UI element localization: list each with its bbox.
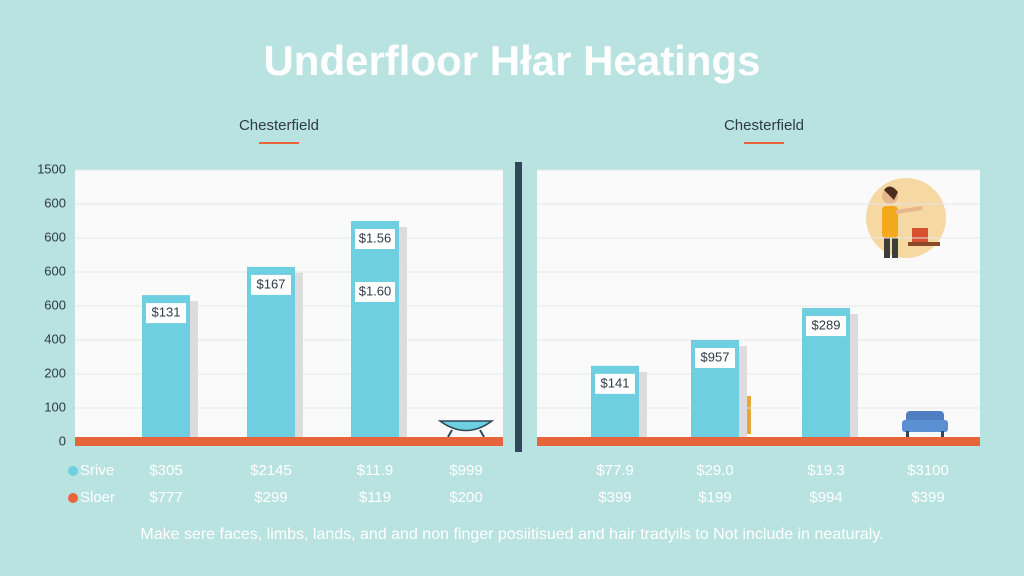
footer-value: $77.9 <box>596 462 634 479</box>
footer-value: $299 <box>254 489 287 506</box>
footer-value: $399 <box>911 489 944 506</box>
legend-label: Sloer <box>80 489 115 506</box>
footer-value: $29.0 <box>696 462 734 479</box>
title: Underfloor Hłar Heatings <box>263 37 760 84</box>
y-tick-label: 600 <box>44 297 66 312</box>
bar-label: $1.60 <box>359 283 392 298</box>
bar-label: $289 <box>812 317 841 332</box>
bar-label: $957 <box>701 349 730 364</box>
chart-subtitle: Chesterfield <box>724 117 804 134</box>
y-tick-label: 600 <box>44 263 66 278</box>
legend-dot <box>68 466 78 476</box>
bar-label-box <box>355 229 395 249</box>
footer-value: $200 <box>449 489 482 506</box>
footer-value: $994 <box>809 489 842 506</box>
footer-value: $777 <box>149 489 182 506</box>
bar-label-box <box>146 303 186 324</box>
sofa-icon <box>902 411 948 438</box>
footer-value: $999 <box>449 462 482 479</box>
y-tick-label: 600 <box>44 229 66 244</box>
bar-label: $141 <box>601 375 630 390</box>
bar-label: $131 <box>152 305 181 320</box>
divider <box>515 162 522 452</box>
bar <box>247 266 295 442</box>
subtitle-underline <box>259 142 299 144</box>
bar-label-box <box>695 348 735 368</box>
y-tick-label: 200 <box>44 365 66 380</box>
bar-label-box <box>355 282 395 302</box>
bar-label: $167 <box>257 276 286 291</box>
y-tick-label: 0 <box>59 433 66 448</box>
footer-value: $2145 <box>250 462 292 479</box>
bar-label-box <box>806 316 846 337</box>
footer-value: $399 <box>598 489 631 506</box>
baseline <box>75 437 503 446</box>
bar-label: $1.56 <box>359 230 392 245</box>
footer-value: $11.9 <box>357 462 393 479</box>
legend-dot <box>68 493 78 503</box>
y-tick-label: 400 <box>44 331 66 346</box>
chair-icon <box>437 420 495 438</box>
person-illustration <box>866 178 946 258</box>
subtitle-underline <box>744 142 784 144</box>
footnote: Make sere faces, limbs, lands, and and n… <box>140 526 883 543</box>
footer-value: $119 <box>359 489 391 506</box>
bar-label-box <box>595 373 635 394</box>
footer-value: $199 <box>698 489 731 506</box>
footer-value: $3100 <box>907 462 949 479</box>
chart-subtitle: Chesterfield <box>239 117 319 134</box>
y-tick-label: 100 <box>44 399 66 414</box>
bar <box>351 221 399 442</box>
y-tick-label: 600 <box>44 195 66 210</box>
footer-value: $305 <box>149 462 182 479</box>
bar-label-box <box>251 274 291 295</box>
footer-value: $19.3 <box>807 462 845 479</box>
baseline <box>537 437 980 446</box>
y-tick-label: 1500 <box>37 161 66 176</box>
legend-label: Srive <box>80 462 114 479</box>
